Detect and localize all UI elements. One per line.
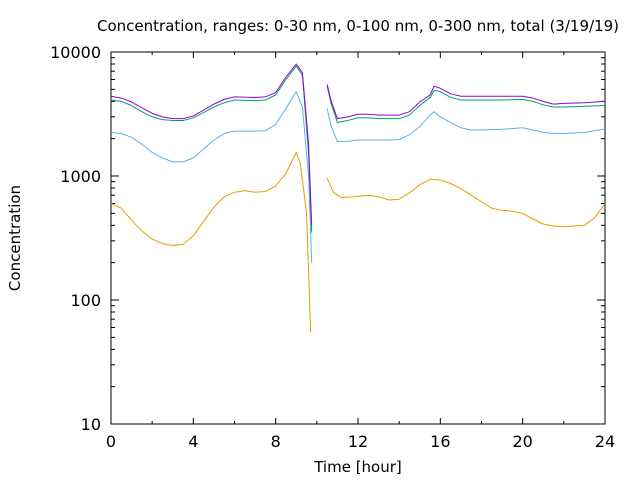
x-tick-label: 20: [512, 432, 532, 451]
y-axis: 10 100 1000 10000: [50, 43, 605, 434]
y-tick-label: 10000: [50, 43, 101, 62]
x-axis-label: Time [hour]: [313, 458, 402, 476]
series-2-line: [326, 108, 606, 142]
series-1-line: [326, 177, 606, 228]
y-tick-label: 100: [70, 291, 101, 310]
series-3-line: [110, 65, 313, 233]
x-tick-label: 0: [106, 432, 116, 451]
x-axis: 0 4 8 12 16 20 24: [106, 52, 615, 451]
x-tick-label: 16: [430, 432, 450, 451]
series-1-line: [110, 151, 312, 333]
plot-frame: [110, 51, 606, 425]
series-3-line: [326, 86, 606, 124]
x-tick-label: 24: [595, 432, 615, 451]
x-tick-label: 4: [188, 432, 198, 451]
series-4-line: [110, 63, 313, 226]
series-2-line: [110, 91, 313, 263]
y-tick-label: 10: [81, 415, 101, 434]
chart-title: Concentration, ranges: 0-30 nm, 0-100 nm…: [97, 17, 619, 35]
y-tick-label: 1000: [60, 167, 101, 186]
y-axis-label: Concentration: [6, 185, 24, 291]
x-tick-label: 12: [348, 432, 368, 451]
series-4-line: [326, 84, 606, 120]
x-tick-label: 8: [271, 432, 281, 451]
series-group: [110, 63, 606, 333]
